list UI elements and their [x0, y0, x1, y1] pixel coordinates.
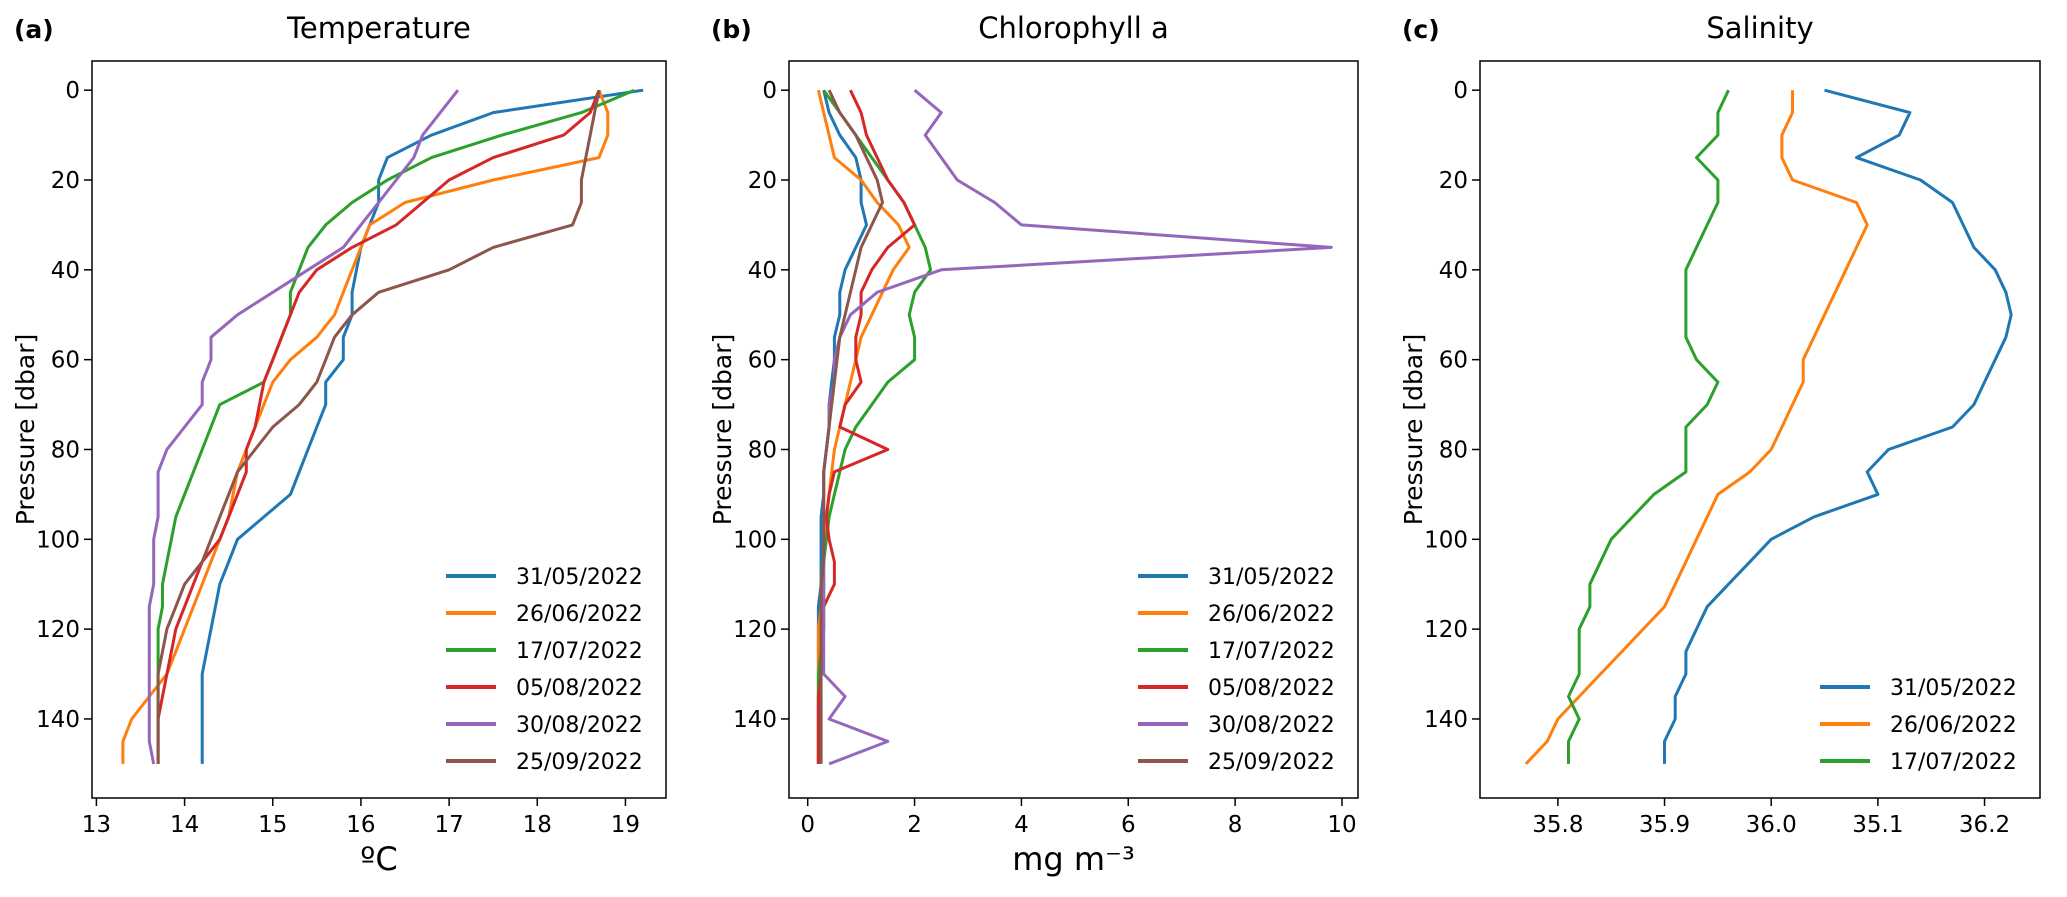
y-tick-label: 40	[51, 258, 80, 284]
profile-line	[819, 89, 884, 764]
legend-label: 25/09/2022	[1208, 750, 1335, 775]
x-tick-label: 36.0	[1746, 812, 1797, 838]
y-tick-label: 20	[1439, 168, 1468, 194]
y-tick-label: 60	[51, 348, 80, 374]
legend-label: 17/07/2022	[516, 639, 643, 664]
x-tick-label: 19	[611, 812, 640, 838]
plot-frame	[91, 60, 667, 799]
panel-label: (c)	[1402, 15, 1440, 44]
profile-line	[156, 89, 601, 764]
panel-label: (a)	[14, 15, 54, 44]
x-axis-label: ºC	[360, 840, 397, 878]
y-tick-label: 0	[1453, 78, 1468, 104]
profile-line	[816, 89, 933, 764]
legend-label: 17/07/2022	[1890, 750, 2017, 775]
y-tick-label: 140	[1424, 707, 1468, 733]
y-axis-label: Pressure [dbar]	[708, 334, 737, 526]
x-tick-label: 35.8	[1532, 812, 1583, 838]
y-axis-label: Pressure [dbar]	[11, 334, 40, 526]
x-tick-label: 35.9	[1639, 812, 1690, 838]
x-tick-label: 15	[258, 812, 287, 838]
y-tick-label: 20	[51, 168, 80, 194]
x-tick-label: 35.1	[1852, 812, 1903, 838]
y-tick-label: 140	[36, 707, 80, 733]
y-tick-label: 120	[733, 617, 777, 643]
panel-label: (b)	[711, 15, 752, 44]
y-tick-label: 100	[36, 527, 80, 553]
x-tick-label: 6	[1121, 812, 1136, 838]
x-tick-label: 2	[907, 812, 922, 838]
profile-line	[1567, 89, 1730, 764]
x-tick-label: 36.2	[1959, 812, 2010, 838]
y-tick-label: 100	[733, 527, 777, 553]
legend-label: 25/09/2022	[516, 750, 643, 775]
panel: (c) Salinity Pressure [dbar] 0 20 40 60 80 100 12…	[1399, 11, 2041, 838]
y-axis-label: Pressure [dbar]	[1399, 334, 1428, 526]
x-tick-label: 17	[434, 812, 463, 838]
y-tick-label: 60	[1439, 348, 1468, 374]
y-tick-label: 60	[748, 348, 777, 374]
chart-title: Temperature	[286, 11, 471, 45]
x-tick-label: 13	[82, 812, 111, 838]
legend-label: 26/06/2022	[1208, 602, 1335, 627]
y-tick-label: 0	[762, 78, 777, 104]
panel: (a) Temperature Pressure [dbar] ºC 0 20 40 60 80…	[11, 11, 667, 878]
x-tick-label: 16	[346, 812, 375, 838]
y-tick-label: 20	[748, 168, 777, 194]
profile-line	[147, 89, 460, 765]
y-tick-label: 40	[748, 258, 777, 284]
legend-label: 31/05/2022	[516, 565, 643, 590]
legend-label: 26/06/2022	[516, 602, 643, 627]
legend-label: 31/05/2022	[1208, 565, 1335, 590]
chart-title: Salinity	[1706, 11, 1813, 45]
x-tick-label: 0	[800, 812, 815, 838]
profile-line	[816, 89, 917, 764]
y-tick-label: 120	[36, 617, 80, 643]
profile-line	[156, 89, 601, 764]
plot-frame	[1479, 60, 2041, 799]
legend-label: 05/08/2022	[516, 676, 643, 701]
legend-label: 26/06/2022	[1890, 713, 2017, 738]
y-tick-label: 80	[51, 437, 80, 463]
profile-line	[1663, 88, 2013, 764]
x-tick-label: 14	[170, 812, 199, 838]
legend-label: 05/08/2022	[1208, 676, 1335, 701]
y-tick-label: 80	[1439, 437, 1468, 463]
chart-title: Chlorophyll a	[978, 11, 1169, 45]
plot-frame	[788, 60, 1359, 799]
y-tick-label: 40	[1439, 258, 1468, 284]
x-axis-label: mg m⁻³	[1012, 840, 1135, 878]
y-tick-label: 120	[1424, 617, 1468, 643]
profile-line	[1524, 90, 1869, 765]
legend-label: 17/07/2022	[1208, 639, 1335, 664]
x-tick-label: 8	[1228, 812, 1243, 838]
y-tick-label: 140	[733, 707, 777, 733]
profile-line	[156, 88, 635, 764]
legend-label: 30/08/2022	[516, 713, 643, 738]
y-tick-label: 0	[65, 78, 80, 104]
y-tick-label: 100	[1424, 527, 1468, 553]
x-tick-label: 18	[523, 812, 552, 838]
legend-label: 31/05/2022	[1890, 676, 2017, 701]
x-tick-label: 10	[1327, 812, 1356, 838]
legend-label: 30/08/2022	[1208, 713, 1335, 738]
y-tick-label: 80	[748, 437, 777, 463]
x-tick-label: 4	[1014, 812, 1029, 838]
